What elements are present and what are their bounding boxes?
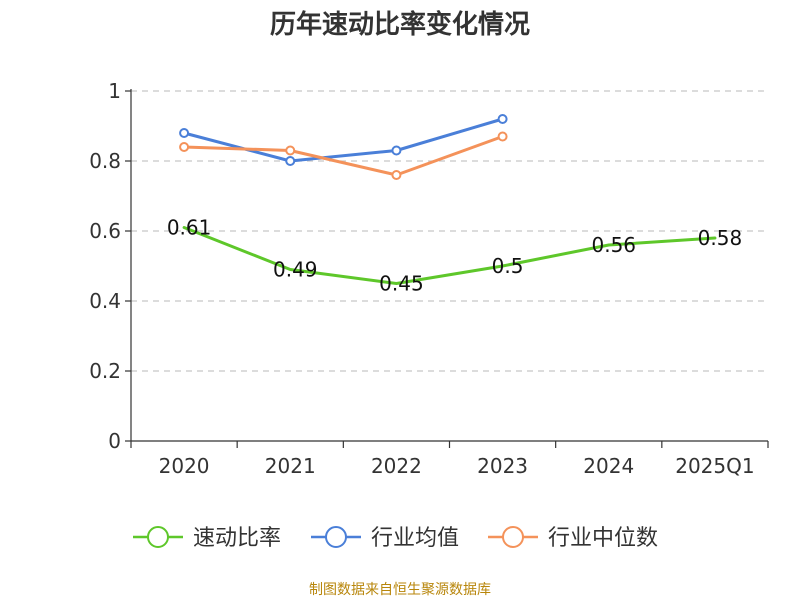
chart-title: 历年速动比率变化情况 xyxy=(270,9,530,40)
data-point xyxy=(285,145,296,156)
series-line xyxy=(182,226,717,285)
data-point xyxy=(391,145,402,156)
legend-label: 速动比率 xyxy=(193,526,281,551)
source-note: 制图数据来自恒生聚源数据库 xyxy=(309,582,491,598)
y-tick-label: 0.2 xyxy=(89,359,121,383)
data-point xyxy=(497,131,508,142)
data-label: 0.61 xyxy=(167,216,212,240)
y-tick-label: 1 xyxy=(108,79,121,103)
legend-item[interactable]: 速动比率 xyxy=(133,526,281,551)
data-point xyxy=(497,114,508,124)
x-tick-label: 2020 xyxy=(159,454,210,478)
data-label: 0.49 xyxy=(273,258,318,282)
data-label: 0.5 xyxy=(492,254,524,278)
axes: 0 0.2 0.4 0.6 0.8 1 2020 2021 2022 2023 2024 2025Q1 xyxy=(89,79,769,478)
legend-label: 行业均值 xyxy=(371,526,459,551)
data-point xyxy=(179,128,190,138)
y-tick-label: 0.8 xyxy=(89,149,121,173)
y-tick-label: 0 xyxy=(108,429,121,453)
x-tick-label: 2023 xyxy=(477,454,528,478)
x-tick-label: 2025Q1 xyxy=(675,454,754,478)
y-tick-label: 0.6 xyxy=(89,219,121,243)
series-line xyxy=(182,117,505,163)
legend-item[interactable]: 行业均值 xyxy=(311,526,459,551)
series-layer xyxy=(179,114,717,285)
legend-marker xyxy=(502,526,524,548)
data-point xyxy=(179,142,190,152)
series-line xyxy=(182,135,505,177)
data-label: 0.45 xyxy=(379,272,424,296)
legend-label: 行业中位数 xyxy=(548,526,658,551)
data-labels: 0.61 0.49 0.45 0.5 0.56 0.58 xyxy=(167,216,742,296)
x-tick-label: 2021 xyxy=(265,454,316,478)
legend: 速动比率 行业均值 行业中位数 xyxy=(133,526,658,551)
data-label: 0.56 xyxy=(591,233,636,257)
data-label: 0.58 xyxy=(698,226,743,250)
data-point xyxy=(285,156,296,166)
data-point xyxy=(391,170,402,180)
legend-marker xyxy=(147,526,169,548)
x-tick-label: 2024 xyxy=(583,454,634,478)
legend-marker xyxy=(325,526,347,548)
y-tick-label: 0.4 xyxy=(89,289,121,313)
gridlines xyxy=(131,90,768,372)
legend-item[interactable]: 行业中位数 xyxy=(488,526,658,551)
x-tick-label: 2022 xyxy=(371,454,422,478)
